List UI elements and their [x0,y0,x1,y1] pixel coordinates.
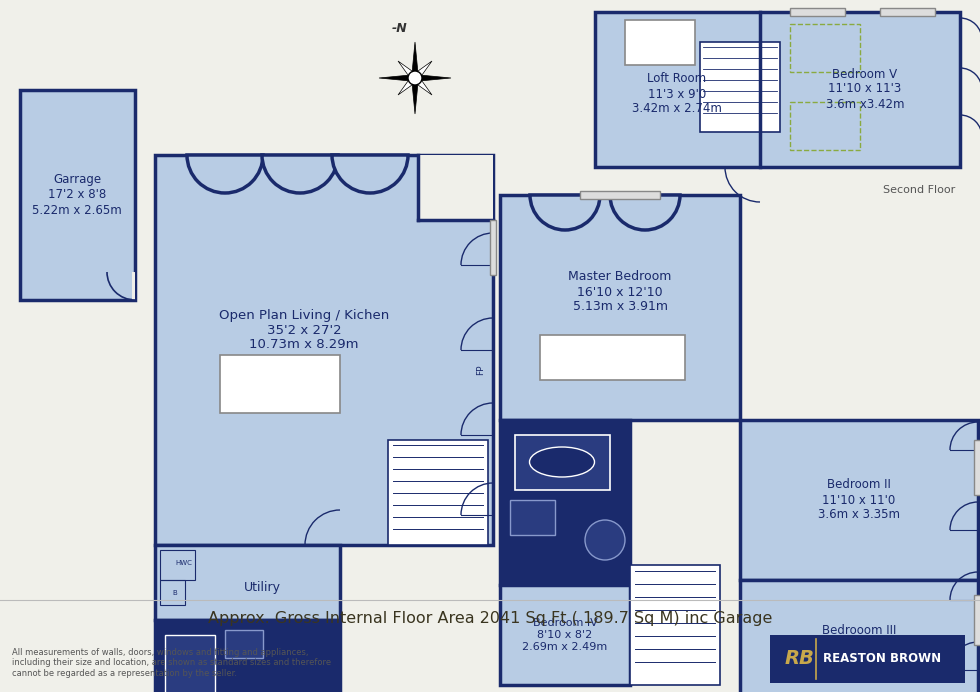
Polygon shape [415,75,451,81]
Wedge shape [262,155,338,193]
Bar [388,440,488,545]
Bar [160,580,185,605]
Bar [220,355,340,413]
Text: -N: -N [392,21,408,35]
Bar [974,440,980,495]
Bar [595,12,960,167]
Bar [790,102,860,150]
Text: Garrage
17'2 x 8'8
5.22m x 2.65m: Garrage 17'2 x 8'8 5.22m x 2.65m [32,174,122,217]
Bar [700,42,780,132]
Text: Bedroom II
11'10 x 11'0
3.6m x 3.35m: Bedroom II 11'10 x 11'0 3.6m x 3.35m [818,478,900,522]
Text: Approx. Gross Internal Floor Area 2041 Sq Ft ( 189.7 Sq M) inc Garage: Approx. Gross Internal Floor Area 2041 S… [208,610,772,626]
Circle shape [408,71,422,85]
Bar [165,635,215,692]
Text: Bedroom V
11'10 x 11'3
3.6m x3.42m: Bedroom V 11'10 x 11'3 3.6m x3.42m [826,68,905,111]
Text: Master Bedroom
16'10 x 12'10
5.13m x 3.91m: Master Bedroom 16'10 x 12'10 5.13m x 3.9… [568,271,671,313]
Text: FP: FP [476,365,485,375]
Bar [974,595,980,645]
Text: All measurements of walls, doors, windows and fitting and appliances,
including : All measurements of walls, doors, window… [12,648,331,677]
Polygon shape [415,78,432,95]
Text: B: B [172,590,177,596]
Bar [132,272,135,300]
Bar [20,90,135,300]
Bar [500,585,630,685]
Text: Bedrooom III
11'10 x 9'4
3.6m x 2.84m: Bedrooom III 11'10 x 9'4 3.6m x 2.84m [818,623,900,666]
Ellipse shape [529,447,595,477]
Text: Bedroom IV
8'10 x 8'2
2.69m x 2.49m: Bedroom IV 8'10 x 8'2 2.69m x 2.49m [522,619,608,652]
Bar [500,420,630,585]
Bar [740,420,978,580]
Bar [580,191,660,199]
Polygon shape [398,78,415,95]
Bar [740,580,978,692]
Text: Second Floor: Second Floor [883,185,955,195]
Bar [155,620,340,692]
Wedge shape [530,195,600,230]
Bar [790,8,845,16]
Bar [790,24,860,72]
Polygon shape [413,42,417,78]
Circle shape [179,666,207,692]
Bar [500,195,740,420]
Bar [515,435,610,490]
Bar [160,550,195,580]
Text: Loft Room
11'3 x 9'0
3.42m x 2.74m: Loft Room 11'3 x 9'0 3.42m x 2.74m [632,73,722,116]
Bar [510,500,555,535]
Bar [418,155,493,220]
Wedge shape [187,155,263,193]
Bar [625,20,695,65]
Bar [225,630,263,658]
Circle shape [585,520,625,560]
Text: Open Plan Living / Kichen
35'2 x 27'2
10.73m x 8.29m: Open Plan Living / Kichen 35'2 x 27'2 10… [219,309,389,352]
Text: REASTON BROWN: REASTON BROWN [823,653,941,666]
Bar [540,335,685,380]
Text: HWC: HWC [175,560,192,566]
Text: Utiliry: Utiliry [243,581,280,594]
Wedge shape [332,155,408,193]
Bar [490,220,496,275]
Polygon shape [379,75,415,81]
Text: RB: RB [785,650,815,668]
Polygon shape [413,78,417,114]
Bar [630,565,720,685]
Wedge shape [610,195,680,230]
Bar [155,545,340,620]
Bar [880,8,935,16]
Bar [155,155,493,545]
Polygon shape [415,61,432,78]
Polygon shape [398,61,415,78]
Bar [770,635,965,683]
